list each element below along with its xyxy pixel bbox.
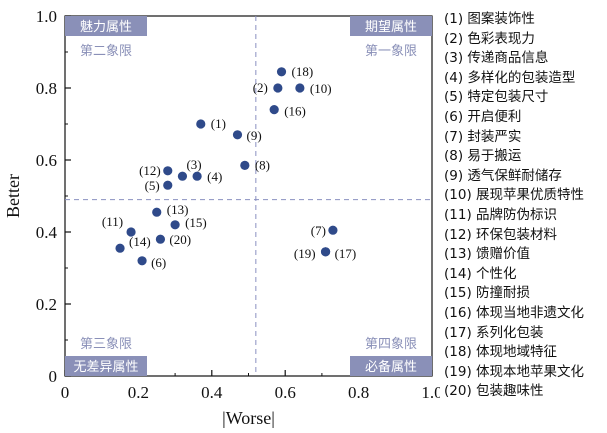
data-point — [163, 180, 173, 190]
attribute-label-bottom-left-box — [65, 356, 147, 376]
data-point-label: (15) — [185, 215, 207, 230]
data-point — [115, 243, 125, 253]
legend-item: (10) 展现苹果优质特性 — [444, 187, 585, 204]
quadrant-label-second: 第二象限 — [80, 44, 132, 59]
kano-scatter-chart: 0 0.2 0.4 0.6 0.8 1.0 0 0.2 0.4 0.6 0.8 1.0 魅力属性 期望属… — [3, 7, 440, 428]
y-tick-label: 0.4 — [36, 223, 58, 242]
data-point — [273, 83, 283, 93]
legend-item: (7) 封装严实 — [444, 128, 522, 145]
data-point — [177, 171, 188, 181]
legend-item: (1) 图案装饰性 — [444, 11, 535, 27]
y-axis-title: Better — [3, 174, 23, 218]
data-point-label: (3) — [186, 157, 201, 172]
legend-item: (5) 特定包装尺寸 — [444, 89, 549, 106]
data-point-label: (18) — [292, 64, 314, 79]
data-point-label: (2) — [253, 80, 268, 95]
data-point — [170, 220, 180, 230]
attribute-label-top-left-box — [65, 16, 147, 36]
attribute-label-bottom-right: 必备属性 — [365, 359, 417, 375]
attribute-label-bottom-right-box — [350, 356, 432, 376]
data-point — [276, 67, 287, 77]
data-point-label: (19) — [294, 246, 316, 261]
data-point-label: (10) — [310, 81, 332, 96]
legend-item: (19) 体现本地苹果文化 — [444, 363, 585, 380]
data-point-label: (6) — [151, 255, 166, 270]
legend-item: (12) 环保包装材料 — [444, 226, 558, 243]
data-point-label: (9) — [246, 128, 261, 143]
legend-item: (2) 色彩表现力 — [444, 30, 535, 47]
attribute-label-top-right: 期望属性 — [365, 19, 417, 35]
quadrant-label-first: 第一象限 — [365, 44, 417, 59]
legend-item: (11) 品牌防伪标识 — [444, 206, 558, 223]
legend-item: (8) 易于搬运 — [444, 148, 522, 165]
attribute-label-top-left: 魅力属性 — [80, 20, 132, 35]
data-point — [155, 234, 166, 244]
legend-item: (14) 个性化 — [444, 265, 517, 282]
legend-item: (15) 防撞耐损 — [444, 285, 531, 302]
data-point-label: (13) — [167, 202, 189, 217]
data-point — [192, 171, 202, 181]
data-point-label: (4) — [207, 169, 222, 184]
attribute-label-top-right-box — [350, 16, 432, 36]
data-point-label: (1) — [211, 116, 226, 131]
y-tick-label: 1.0 — [36, 7, 57, 26]
y-tick-label: 0.8 — [36, 79, 57, 98]
data-point-label: (5) — [145, 178, 160, 193]
data-point — [152, 207, 162, 217]
data-point — [196, 119, 206, 129]
data-point-label: (16) — [284, 104, 306, 119]
data-point — [328, 225, 338, 235]
x-tick-label: 0.2 — [128, 383, 149, 402]
legend-item: (3) 传递商品信息 — [444, 50, 549, 67]
y-tick-label: 0 — [49, 367, 58, 386]
data-point — [320, 247, 331, 257]
legend-item: (4) 多样化的包装造型 — [444, 69, 576, 86]
quadrant-label-fourth: 第四象限 — [365, 337, 417, 352]
data-point-label: (11) — [102, 214, 123, 229]
legend-item: (20) 包装趣味性 — [444, 383, 544, 400]
x-tick-label: 0.8 — [348, 383, 369, 402]
data-point — [232, 130, 243, 140]
x-axis-title: |Worse| — [222, 408, 275, 428]
x-tick-label: 0 — [61, 383, 70, 402]
data-point-label: (20) — [169, 232, 191, 247]
x-tick-label: 1.0 — [421, 383, 440, 402]
legend-item: (16) 体现当地非遗文化 — [444, 304, 585, 321]
data-point — [163, 166, 173, 176]
data-point-label: (14) — [129, 234, 151, 249]
legend-item: (18) 体现地域特征 — [444, 344, 558, 361]
legend: (1) 图案装饰性 (2) 色彩表现力 (3) 传递商品信息 (4) 多样化的包装造型… — [444, 10, 607, 402]
data-point — [137, 256, 147, 266]
data-point-label: (17) — [335, 246, 357, 261]
data-point-label: (8) — [255, 157, 270, 172]
legend-item: (9) 透气保鲜耐储存 — [444, 167, 562, 184]
attribute-label-bottom-left: 无差异属性 — [73, 360, 138, 375]
data-point-label: (12) — [139, 163, 161, 178]
legend-item: (17) 系列化包装 — [444, 324, 544, 341]
quadrant-label-third: 第三象限 — [80, 337, 132, 352]
y-tick-label: 0.6 — [36, 151, 57, 170]
plot-frame — [64, 15, 433, 377]
data-point — [126, 227, 136, 237]
x-tick-label: 0.6 — [275, 383, 296, 402]
data-point-label: (7) — [311, 223, 326, 238]
legend-item: (13) 馈赠价值 — [444, 246, 531, 263]
data-point — [240, 160, 250, 170]
x-tick-label: 0.4 — [201, 383, 223, 402]
legend-item: (6) 开启便利 — [444, 108, 522, 125]
data-point — [269, 105, 279, 115]
data-point — [295, 83, 305, 93]
y-tick-label: 0.2 — [36, 295, 57, 314]
